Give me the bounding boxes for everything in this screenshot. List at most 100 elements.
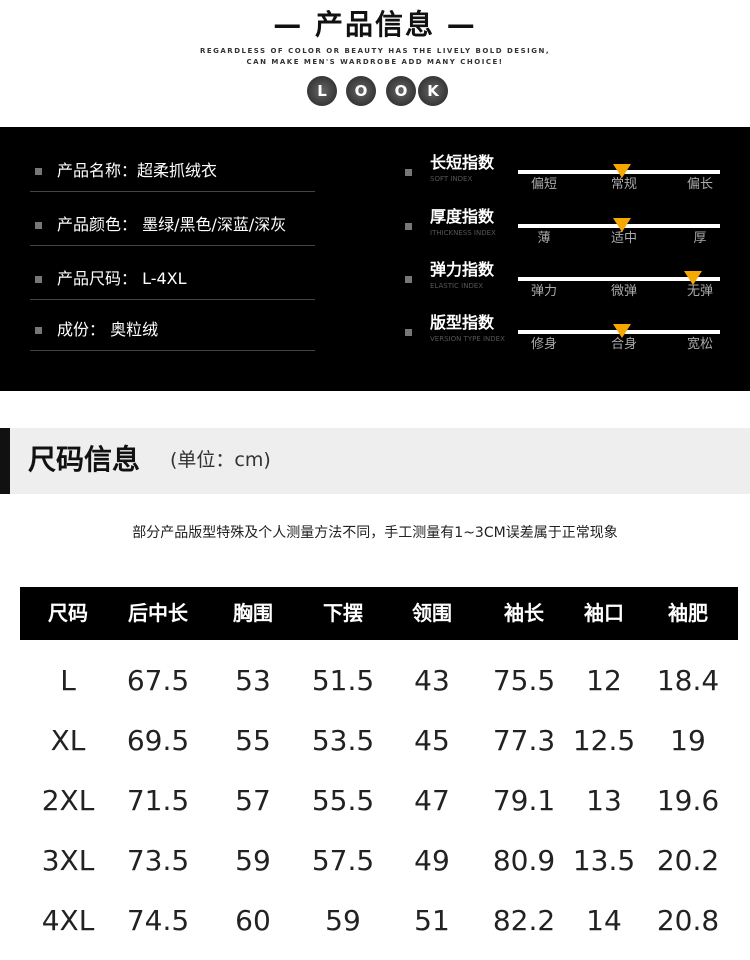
table-cell: 74.5	[126, 904, 190, 937]
index-tick: 偏长	[686, 177, 714, 192]
bullet-icon	[405, 329, 412, 336]
index-tick: 薄	[537, 231, 551, 246]
table-cell: 19.6	[656, 784, 720, 817]
table-cell: 13.5	[572, 844, 636, 877]
column-header: 尺码	[48, 601, 88, 625]
index-tick: 合身	[610, 337, 638, 352]
table-cell: 71.5	[126, 784, 190, 817]
table-cell: 59	[325, 904, 361, 937]
table-cell: 49	[414, 844, 450, 877]
bullet-icon	[35, 168, 42, 175]
index-title: 长短指数	[430, 153, 495, 172]
page-title: — 产品信息 —	[273, 8, 477, 41]
column-header: 袖口	[584, 601, 624, 625]
table-cell: 53	[235, 664, 271, 697]
index-tick: 弹力	[530, 284, 558, 299]
table-cell: 69.5	[126, 724, 190, 757]
index-title: 版型指数	[430, 313, 495, 332]
info-item: 产品尺码： L-4XL	[57, 269, 187, 288]
index-tick: 适中	[610, 231, 638, 246]
info-item: 产品颜色： 墨绿/黑色/深蓝/深灰	[57, 215, 287, 234]
bullet-icon	[35, 327, 42, 334]
table-cell: 60	[235, 904, 271, 937]
table-cell: 59	[235, 844, 271, 877]
column-header: 领围	[412, 601, 452, 625]
table-cell: 57.5	[311, 844, 375, 877]
bullet-icon	[405, 223, 412, 230]
table-cell: 12	[586, 664, 622, 697]
column-header: 袖肥	[668, 601, 708, 625]
table-cell: 45	[414, 724, 450, 757]
size-unit: (单位：cm)	[170, 449, 271, 471]
column-header: 后中长	[128, 601, 188, 625]
table-cell: 80.9	[492, 844, 556, 877]
look-circle: O	[386, 76, 416, 106]
table-cell: 13	[586, 784, 622, 817]
index-tick: 微弹	[610, 284, 638, 299]
index-tick: 宽松	[686, 337, 714, 352]
table-cell: 14	[586, 904, 622, 937]
index-subtitle: SOFT INDEX	[430, 175, 473, 183]
look-circle: L	[307, 76, 337, 106]
table-cell: 3XL	[41, 844, 95, 877]
size-note: 部分产品版型特殊及个人测量方法不同，手工测量有1~3CM误差属于正常现象	[132, 525, 618, 541]
info-item: 产品名称：超柔抓绒衣	[57, 161, 218, 180]
table-cell: 82.2	[492, 904, 556, 937]
index-tick: 常规	[610, 177, 638, 192]
divider	[30, 245, 315, 246]
table-cell: 75.5	[492, 664, 556, 697]
index-tick: 厚	[693, 231, 707, 246]
index-marker-icon	[613, 324, 631, 338]
size-title: 尺码信息	[28, 443, 141, 476]
table-cell: 18.4	[656, 664, 720, 697]
index-marker-icon	[684, 271, 703, 285]
table-cell: XL	[50, 724, 86, 757]
index-subtitle: ITHICKNESS INDEX	[430, 229, 496, 237]
table-cell: 20.2	[656, 844, 720, 877]
index-title: 弹力指数	[430, 260, 495, 279]
table-header	[20, 587, 738, 640]
accent-stripe	[0, 428, 10, 494]
table-cell: 57	[235, 784, 271, 817]
look-circle: K	[418, 76, 448, 106]
table-cell: 53.5	[311, 724, 375, 757]
tagline: CAN MAKE MEN'S WARDROBE ADD MANY CHOICE!	[246, 58, 504, 66]
bullet-icon	[35, 222, 42, 229]
column-header: 下摆	[323, 601, 363, 625]
bullet-icon	[35, 276, 42, 283]
table-cell: 79.1	[492, 784, 556, 817]
table-cell: 20.8	[656, 904, 720, 937]
tagline: REGARDLESS OF COLOR OR BEAUTY HAS THE LI…	[199, 47, 551, 55]
table-cell: 73.5	[126, 844, 190, 877]
size-info-header: 尺码信息 (单位：cm)	[0, 428, 750, 494]
table-cell: 67.5	[126, 664, 190, 697]
index-marker-icon	[613, 218, 631, 232]
table-cell: 19	[670, 724, 706, 757]
divider	[30, 299, 315, 300]
table-cell: 2XL	[41, 784, 95, 817]
index-tick: 无弹	[686, 284, 714, 299]
table-cell: 4XL	[41, 904, 95, 937]
divider	[30, 191, 315, 192]
bullet-icon	[405, 169, 412, 176]
index-tick: 偏短	[530, 177, 558, 192]
table-cell: 47	[414, 784, 450, 817]
index-subtitle: VERSION TYPE INDEX	[430, 335, 505, 343]
table-cell: 51.5	[311, 664, 375, 697]
index-track	[518, 277, 720, 281]
column-header: 胸围	[233, 601, 273, 625]
table-cell: 12.5	[572, 724, 636, 757]
look-circle: O	[346, 76, 376, 106]
index-marker-icon	[613, 164, 631, 178]
table-cell: 55	[235, 724, 271, 757]
table-cell: 51	[414, 904, 450, 937]
column-header: 袖长	[504, 601, 544, 625]
index-subtitle: ELASTIC INDEX	[430, 282, 484, 290]
table-cell: 55.5	[311, 784, 375, 817]
table-cell: L	[60, 664, 76, 697]
info-item: 成份： 奥粒绒	[57, 320, 159, 339]
index-title: 厚度指数	[430, 207, 495, 226]
index-tick: 修身	[530, 337, 558, 352]
table-cell: 77.3	[492, 724, 556, 757]
divider	[30, 350, 315, 351]
